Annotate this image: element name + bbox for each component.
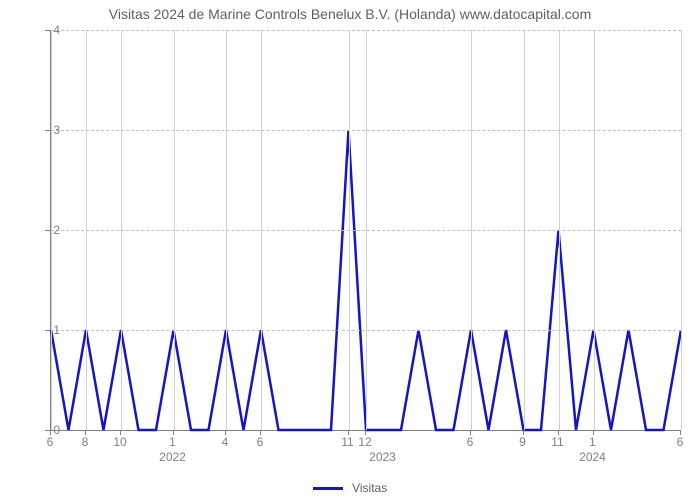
gridline-v [226,30,227,430]
gridline-v [349,30,350,430]
x-tick-label: 11 [341,435,353,449]
gridline-v [121,30,122,430]
x-tick-mark [120,430,121,435]
x-tick-label: 4 [222,435,229,449]
gridline-v [594,30,595,430]
gridline-v [681,30,682,430]
x-tick-mark [348,430,349,435]
gridline-v [524,30,525,430]
legend: Visitas [0,481,700,495]
x-tick-label: 1 [169,435,176,449]
x-tick-mark [50,430,51,435]
y-tick-mark [45,230,50,231]
x-tick-mark [365,430,366,435]
x-tick-mark [593,430,594,435]
x-tick-label: 6 [677,435,684,449]
x-tick-label: 6 [47,435,54,449]
x-tick-mark [470,430,471,435]
gridline-v [366,30,367,430]
chart-container: Visitas 2024 de Marine Controls Benelux … [0,0,700,500]
x-tick-label: 9 [519,435,526,449]
x-tick-mark [680,430,681,435]
x-tick-mark [85,430,86,435]
x-tick-mark [260,430,261,435]
x-year-label: 2023 [369,450,396,464]
x-tick-label: 1 [589,435,596,449]
gridline-v [559,30,560,430]
x-tick-mark [523,430,524,435]
legend-swatch [313,487,343,490]
x-tick-mark [225,430,226,435]
gridline-v [174,30,175,430]
legend-label: Visitas [352,481,387,495]
x-tick-mark [173,430,174,435]
x-tick-label: 6 [467,435,474,449]
x-tick-label: 10 [113,435,126,449]
x-tick-label: 8 [82,435,89,449]
gridline-v [261,30,262,430]
x-tick-label: 6 [257,435,264,449]
plot-area [50,30,681,431]
x-tick-label: 11 [551,435,563,449]
gridline-v [471,30,472,430]
x-year-label: 2022 [159,450,186,464]
x-year-label: 2024 [579,450,606,464]
y-tick-mark [45,30,50,31]
x-tick-label: 12 [358,435,371,449]
chart-title: Visitas 2024 de Marine Controls Benelux … [0,6,700,22]
gridline-v [86,30,87,430]
y-tick-mark [45,130,50,131]
y-tick-mark [45,330,50,331]
x-tick-mark [558,430,559,435]
